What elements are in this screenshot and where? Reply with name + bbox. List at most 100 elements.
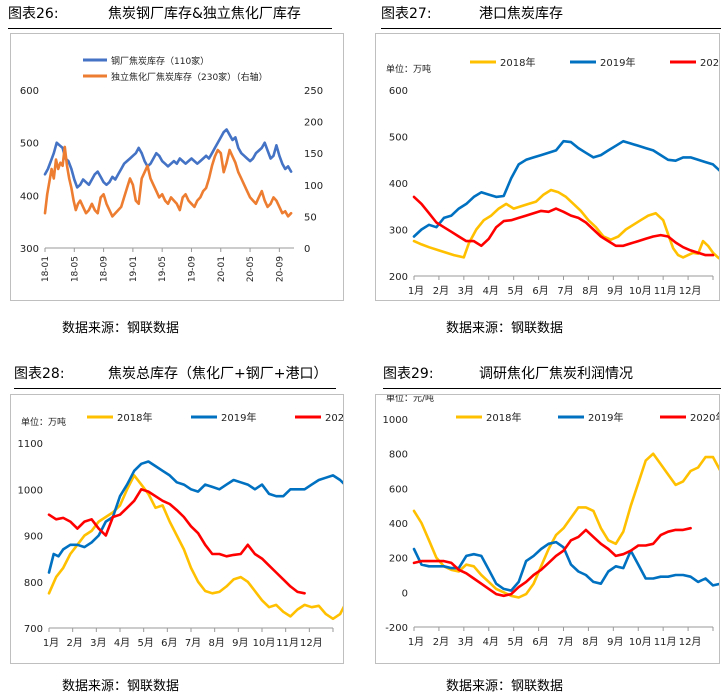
source-name: 钢联数据 (511, 321, 564, 336)
x-tick-label: 10月 (629, 636, 652, 648)
x-tick-label: 6月 (532, 636, 548, 648)
source-note: 数据来源：钢联数据 (62, 317, 179, 336)
x-tick-label: 8月 (582, 285, 598, 297)
x-tick-label: 4月 (114, 637, 130, 649)
x-tick-label: 5月 (137, 637, 153, 649)
x-tick-label: 1月 (408, 285, 424, 297)
y-tick-label-right: 250 (304, 86, 323, 97)
x-tick-label: 19-01 (129, 256, 139, 282)
source-note: 数据来源：钢联数据 (446, 317, 563, 336)
legend-label: 2020年 (325, 411, 343, 424)
source-note: 数据来源：钢联数据 (62, 675, 179, 694)
y-tick-label: 1000 (18, 485, 43, 496)
series-line (47, 488, 306, 595)
x-tick-label: 7月 (557, 636, 573, 648)
chart-svg-p26: 300 400 500 600 0 50 100 150 200 250 18-01 18-05 18-… (20, 55, 323, 282)
y-tick-label: 500 (389, 133, 408, 144)
x-tick-label: 8月 (208, 637, 224, 649)
x-tick-label: 10月 (629, 285, 652, 297)
source-prefix: 数据来源： (446, 679, 512, 694)
legend-label: 2019年 (600, 56, 635, 69)
y-tick-label: 200 (389, 554, 408, 565)
figure-number: 图表26: (8, 6, 59, 22)
y-tick-label-right: 150 (304, 149, 323, 160)
y-tick-label: 400 (20, 191, 39, 202)
y-tick-label: 600 (389, 484, 408, 495)
x-tick-label: 8月 (582, 636, 598, 648)
x-tick-label: 4月 (483, 636, 499, 648)
x-tick-label: 18-01 (41, 256, 51, 282)
x-tick-label: 18-09 (100, 256, 110, 282)
y-tick-label: 200 (389, 272, 408, 283)
panel-header-28: 图表28: 焦炭总库存（焦化厂+钢厂+港口） (14, 362, 336, 389)
x-tick-label: 11月 (654, 285, 677, 297)
series-line (47, 474, 343, 621)
y-tick-label: 600 (20, 86, 39, 97)
x-tick-label: 20-05 (246, 256, 256, 282)
legend-label: 独立焦化厂焦炭库存（230家）（右轴） (111, 71, 268, 83)
y-axis-unit: 单位：元/吨 (386, 395, 434, 404)
x-tick-label: 6月 (532, 285, 548, 297)
chart-svg-p27: 200 300 400 500 600 单位：万吨 1月 2月 3月 4月 5月 6月 7月 8月 9月 10… (386, 56, 719, 297)
y-tick-label-right: 200 (304, 118, 323, 129)
series-line (43, 128, 293, 189)
legend-label: 2018年 (500, 56, 535, 69)
x-tick-label: 3月 (458, 285, 474, 297)
y-tick-label-right: 0 (304, 244, 310, 255)
x-tick-label: 2月 (433, 636, 449, 648)
source-prefix: 数据来源： (62, 679, 128, 694)
figure-title: 港口焦炭库存 (479, 6, 563, 22)
y-tick-label: 700 (24, 624, 43, 635)
y-tick-label-right: 100 (304, 181, 323, 192)
panel-header-29: 图表29: 调研焦化厂焦炭利润情况 (383, 362, 721, 389)
x-tick-label: 18-05 (70, 256, 80, 282)
y-tick-label: 1000 (383, 415, 408, 426)
x-tick-label: 12月 (679, 636, 702, 648)
x-tick-label: 10月 (253, 637, 276, 649)
y-tick-label: -200 (385, 623, 408, 634)
y-tick-label: 400 (389, 519, 408, 530)
figure-number: 图表28: (14, 366, 65, 382)
y-axis-unit: 单位：万吨 (21, 416, 66, 428)
source-prefix: 数据来源： (446, 321, 512, 336)
series-line (43, 145, 293, 218)
x-tick-label: 6月 (161, 637, 177, 649)
x-tick-label: 11月 (654, 636, 677, 648)
y-tick-label: 400 (389, 179, 408, 190)
source-name: 钢联数据 (127, 679, 180, 694)
x-tick-label: 3月 (90, 637, 106, 649)
series-line (412, 526, 692, 598)
y-tick-label: 300 (389, 226, 408, 237)
y-tick-label: 600 (389, 86, 408, 97)
y-tick-label: 500 (20, 139, 39, 150)
chart-p26: 300 400 500 600 0 50 100 150 200 250 18-01 18-05 18-… (10, 33, 344, 301)
y-tick-label: 800 (24, 578, 43, 589)
x-tick-label: 9月 (607, 285, 623, 297)
y-tick-label: 0 (402, 588, 408, 599)
source-name: 钢联数据 (511, 679, 564, 694)
figure-title: 焦炭总库存（焦化厂+钢厂+港口） (108, 366, 328, 382)
panel-header-27: 图表27: 港口焦炭库存 (381, 2, 721, 29)
x-tick-label: 3月 (458, 636, 474, 648)
source-name: 钢联数据 (127, 321, 180, 336)
x-tick-label: 1月 (408, 636, 424, 648)
x-tick-label: 9月 (607, 636, 623, 648)
x-tick-label: 19-09 (187, 256, 197, 282)
y-tick-label: 1100 (18, 439, 43, 450)
x-tick-label: 19-05 (158, 256, 168, 282)
y-tick-label-right: 50 (304, 212, 317, 223)
x-tick-label: 7月 (557, 285, 573, 297)
x-tick-label: 1月 (43, 637, 59, 649)
x-tick-label: 11月 (276, 637, 299, 649)
legend-label: 2018年 (486, 411, 521, 424)
x-tick-label: 20-09 (275, 256, 285, 282)
legend-label: 2019年 (221, 411, 256, 424)
series-line (47, 460, 343, 574)
figure-number: 图表27: (381, 6, 432, 22)
legend-label: 2019年 (588, 411, 623, 424)
x-tick-label: 2月 (66, 637, 82, 649)
x-tick-label: 4月 (483, 285, 499, 297)
x-tick-label: 2月 (433, 285, 449, 297)
figure-number: 图表29: (383, 366, 434, 382)
figure-title: 调研焦化厂焦炭利润情况 (479, 366, 633, 382)
